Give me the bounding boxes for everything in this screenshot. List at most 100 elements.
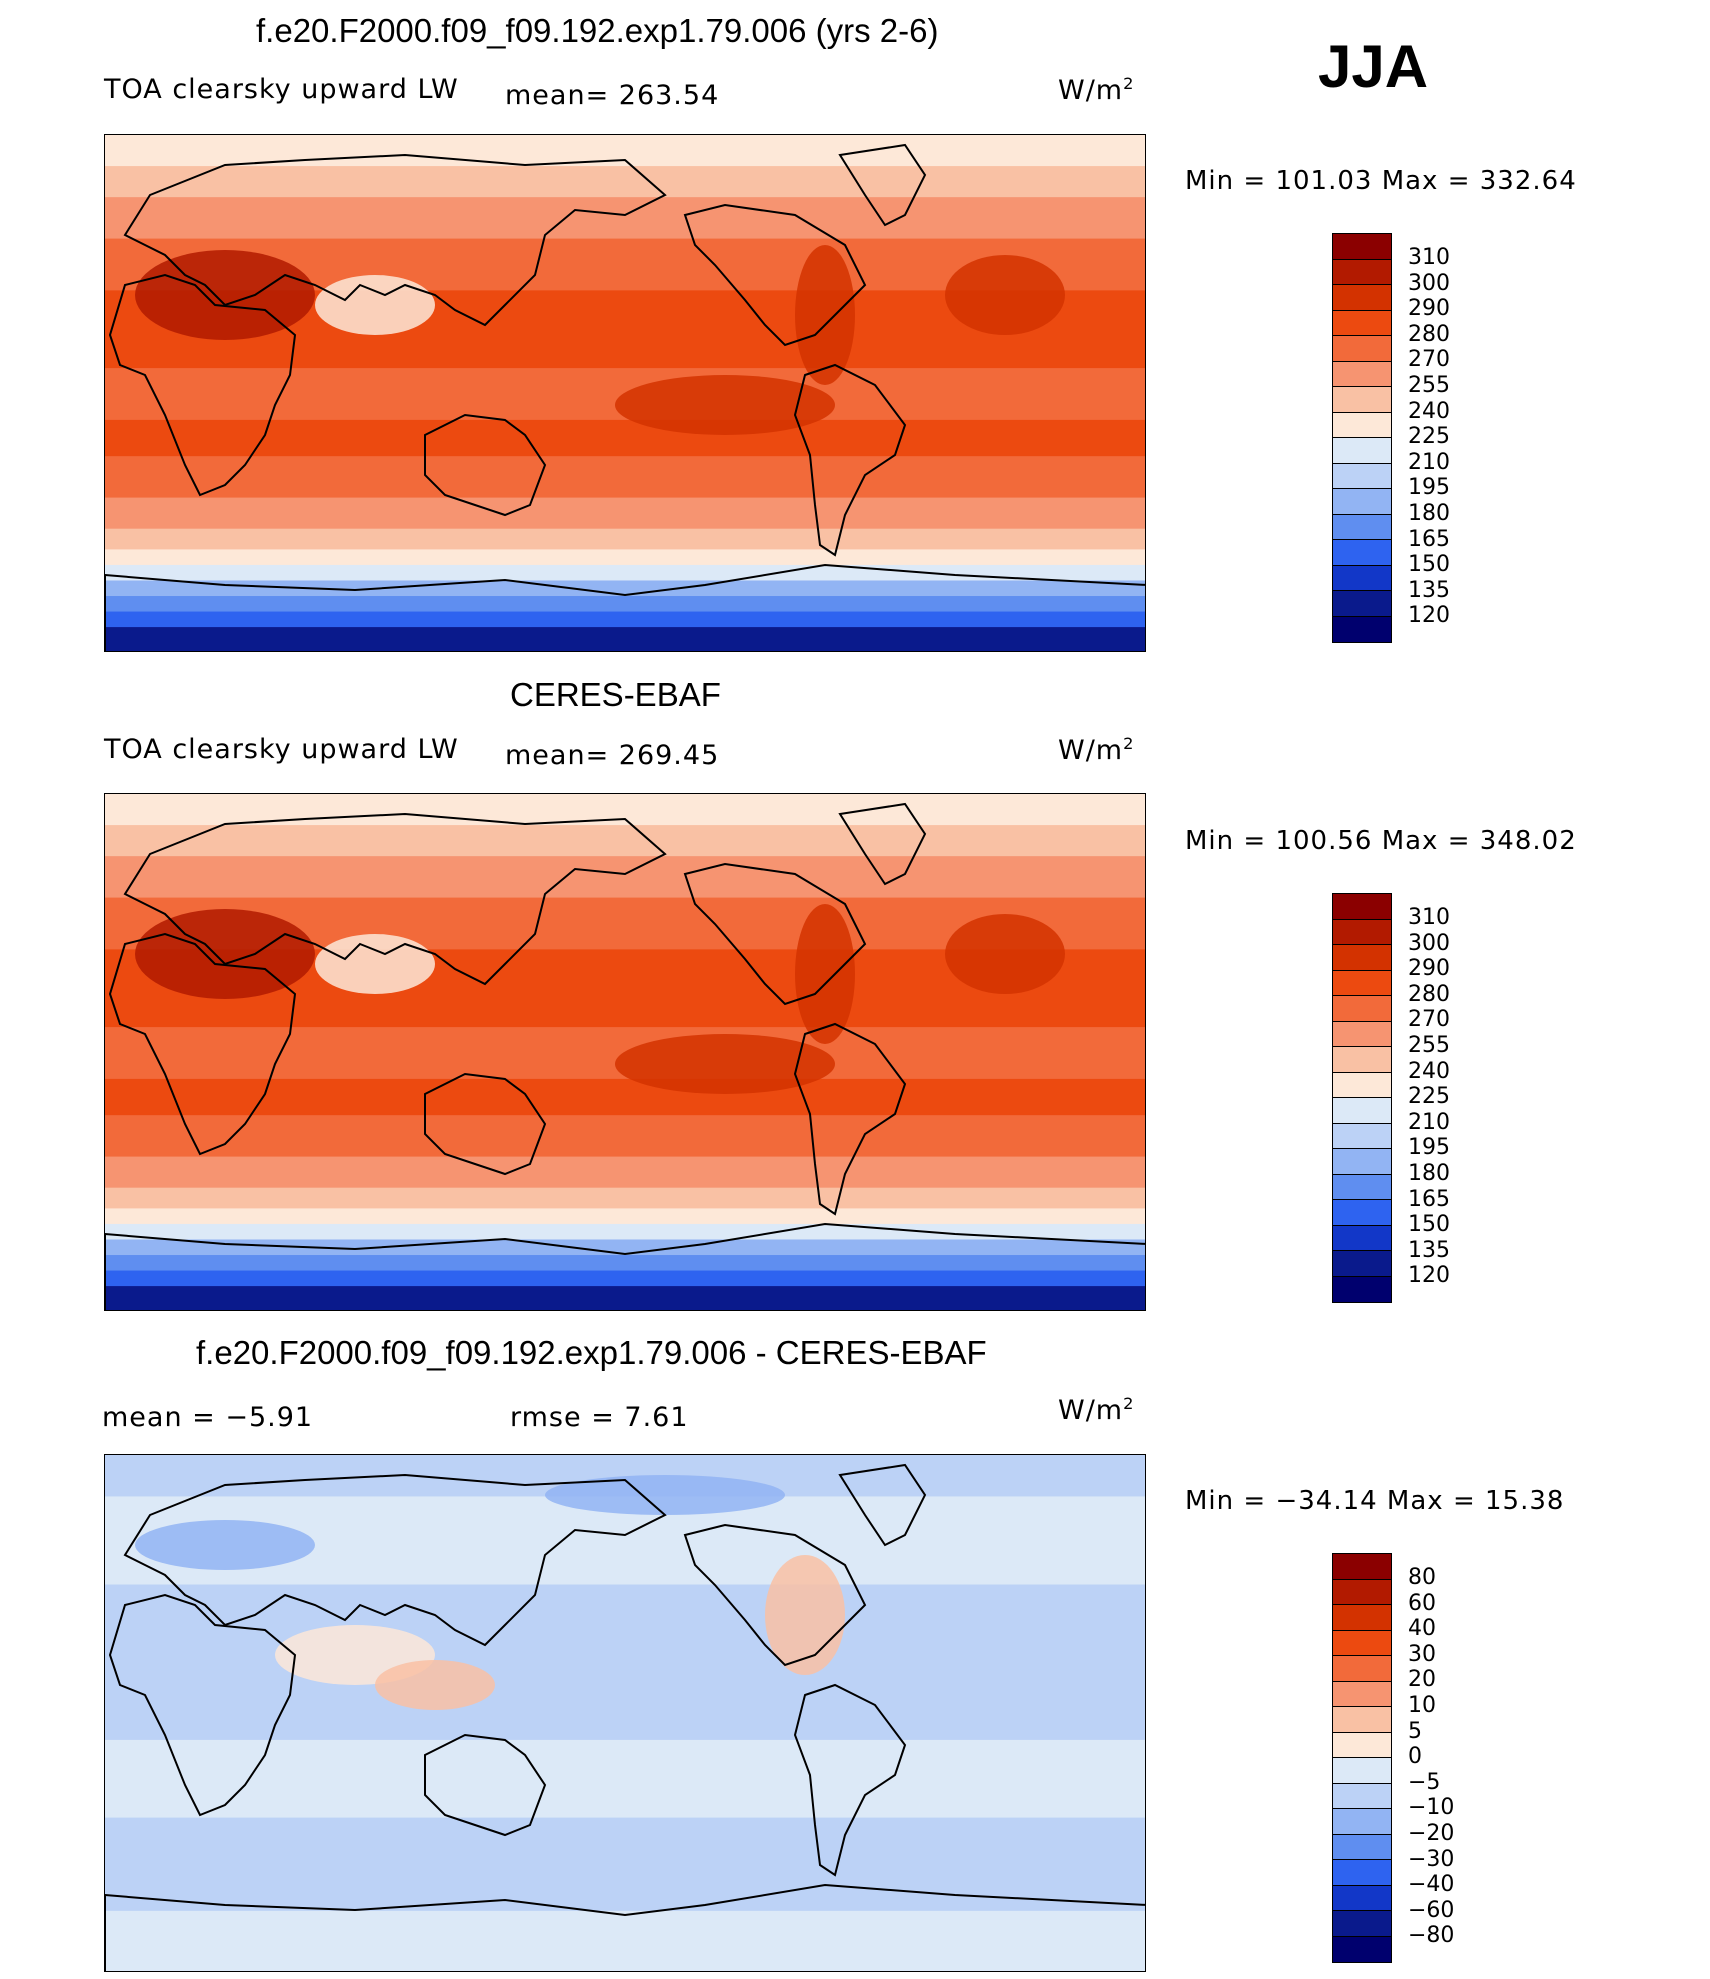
panel-2-mean: mean= 269.45 [505, 740, 720, 771]
colorbar-swatch [1333, 945, 1391, 971]
contour-band [105, 549, 1145, 566]
colorbar-tick-label: 225 [1408, 424, 1450, 450]
contour-band [105, 1270, 1145, 1288]
panel-3-title: f.e20.F2000.f09_f09.192.exp1.79.006 - CE… [196, 1334, 987, 1371]
coastline [108, 1593, 297, 1817]
coastline [123, 812, 667, 986]
colorbar-swatch [1333, 1174, 1391, 1200]
colorbar-tick-label: 255 [1408, 373, 1450, 398]
colorbar-swatch [1333, 438, 1391, 464]
panel-1-min-max: Min = 101.03 Max = 332.64 [1185, 166, 1577, 196]
colorbar-tick-label: 255 [1408, 1033, 1450, 1058]
colorbar-tick-label: 225 [1408, 1084, 1450, 1110]
map-field [105, 1455, 1145, 1971]
colorbar-tick-label: −60 [1408, 1897, 1455, 1923]
coastline [838, 802, 927, 886]
colorbar-swatch [1333, 1072, 1391, 1098]
colorbar-tick-label: 180 [1408, 1161, 1450, 1186]
coastline [838, 1463, 927, 1547]
colorbar-tick-label: 310 [1408, 245, 1450, 270]
colorbar-swatch [1333, 1149, 1391, 1175]
colorbar-swatch [1333, 1656, 1391, 1682]
colorbar-swatch [1333, 919, 1391, 945]
colorbar-swatch [1333, 616, 1391, 642]
panel-1-colorbar [1332, 233, 1392, 643]
colorbar-tick-label: 290 [1408, 296, 1450, 322]
coastline [105, 1222, 1145, 1310]
colorbar-swatch [1333, 285, 1391, 311]
colorbar-tick-label: 310 [1408, 905, 1450, 930]
colorbar-tick-label: 5 [1408, 1718, 1422, 1744]
contour-band [105, 1156, 1145, 1189]
colorbar-swatch [1333, 1707, 1391, 1733]
colorbar-tick-label: −20 [1408, 1821, 1455, 1846]
season-label: JJA [1318, 33, 1429, 100]
panel-3-rmse: rmse = 7.61 [510, 1402, 689, 1433]
contour-band [105, 497, 1145, 530]
colorbar-tick-label: 165 [1408, 1186, 1450, 1212]
colorbar-tick-label: 165 [1408, 526, 1450, 552]
panel-3-mean: mean = −5.91 [102, 1402, 314, 1433]
colorbar-swatch [1333, 1021, 1391, 1047]
colorbar-tick-label: 300 [1408, 930, 1450, 956]
panel-2-title: CERES-EBAF [510, 676, 721, 713]
contour-band [105, 596, 1145, 613]
panel-3-units: W/m2 [1058, 1394, 1135, 1426]
contour-band [105, 197, 1145, 240]
colorbar-swatch [1333, 259, 1391, 285]
contour-band [105, 528, 1145, 551]
colorbar-swatch [1333, 591, 1391, 617]
contour-blob [615, 375, 835, 435]
colorbar-swatch [1333, 387, 1391, 413]
colorbar-swatch [1333, 1200, 1391, 1226]
contour-blob [135, 1520, 315, 1570]
colorbar-swatch [1333, 310, 1391, 336]
contour-band [105, 580, 1145, 598]
colorbar-tick-label: 80 [1408, 1565, 1436, 1590]
coastline [123, 153, 667, 327]
colorbar-swatch [1333, 1098, 1391, 1124]
panel-1-units: W/m2 [1058, 74, 1135, 106]
coastline [424, 1072, 547, 1176]
colorbar-tick-label: 10 [1408, 1693, 1436, 1718]
colorbar-tick-label: −5 [1408, 1769, 1441, 1795]
colorbar-swatch [1333, 361, 1391, 387]
colorbar-swatch [1333, 1579, 1391, 1605]
colorbar-swatch [1333, 234, 1391, 260]
colorbar-tick-label: 40 [1408, 1616, 1436, 1642]
contour-band [105, 1739, 1145, 1819]
colorbar-tick-label: 195 [1408, 1135, 1450, 1161]
coastline [123, 1473, 667, 1647]
contour-blob [615, 1034, 835, 1094]
contour-blob [945, 914, 1065, 994]
colorbar-swatch [1333, 1936, 1391, 1962]
colorbar-tick-label: 240 [1408, 1058, 1450, 1084]
panel-1-mean: mean= 263.54 [505, 80, 720, 111]
colorbar-swatch [1333, 1251, 1391, 1277]
colorbar-tick-label: 270 [1408, 1007, 1450, 1033]
colorbar-swatch [1333, 1276, 1391, 1302]
colorbar-tick-label: 300 [1408, 270, 1450, 296]
contour-blob [375, 1660, 495, 1710]
contour-band [105, 564, 1145, 582]
colorbar-swatch [1333, 894, 1391, 920]
coastline [683, 1523, 867, 1667]
colorbar-swatch [1333, 1885, 1391, 1911]
colorbar-tick-label: 135 [1408, 1237, 1450, 1263]
contour-band [105, 611, 1145, 629]
colorbar-tick-label: 0 [1408, 1744, 1422, 1770]
colorbar-tick-label: 30 [1408, 1641, 1436, 1667]
coastline [108, 273, 297, 497]
colorbar-swatch [1333, 1911, 1391, 1937]
contour-blob [795, 245, 855, 385]
contour-band [105, 1255, 1145, 1272]
contour-band [105, 856, 1145, 899]
contour-band [105, 1115, 1145, 1158]
contour-blob [945, 255, 1065, 335]
coastline [424, 413, 547, 517]
contour-band [105, 627, 1145, 651]
colorbar-tick-label: 280 [1408, 981, 1450, 1007]
colorbar-tick-label: 280 [1408, 321, 1450, 347]
coastline [793, 363, 907, 557]
colorbar-swatch [1333, 489, 1391, 515]
